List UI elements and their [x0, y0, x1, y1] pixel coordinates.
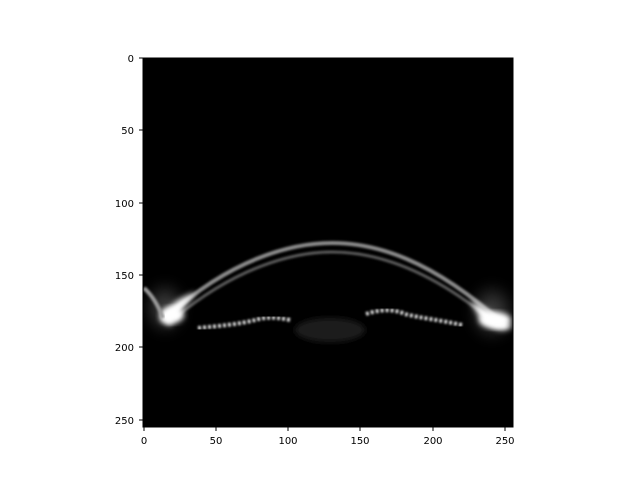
x-tick-label: 0 — [141, 436, 147, 447]
iris-left — [197, 315, 291, 330]
iris-right — [365, 308, 463, 327]
x-tick-label: 100 — [278, 436, 297, 447]
x-axis: 0 50 100 150 200 250 — [141, 427, 515, 447]
left-edge-streak — [143, 286, 165, 319]
lens-shadow — [295, 318, 365, 342]
y-axis: 0 50 100 150 200 250 — [115, 54, 143, 427]
y-tick-label: 150 — [115, 271, 134, 282]
y-tick-label: 100 — [115, 199, 134, 210]
x-tick-label: 150 — [350, 436, 369, 447]
cornea-inner-surface — [174, 250, 499, 328]
cornea-outer-surface — [166, 240, 507, 327]
y-tick-label: 250 — [115, 416, 134, 427]
y-tick-label: 0 — [128, 54, 134, 65]
x-tick-label: 200 — [423, 436, 442, 447]
y-tick-label: 200 — [115, 343, 134, 354]
y-tick-label: 50 — [121, 126, 134, 137]
oct-image — [143, 58, 513, 427]
x-tick-label: 250 — [495, 436, 514, 447]
left-limbus-core — [160, 307, 184, 323]
axes-frame — [142, 57, 514, 428]
x-tick-label: 50 — [210, 436, 223, 447]
right-limbus-core — [479, 312, 511, 328]
